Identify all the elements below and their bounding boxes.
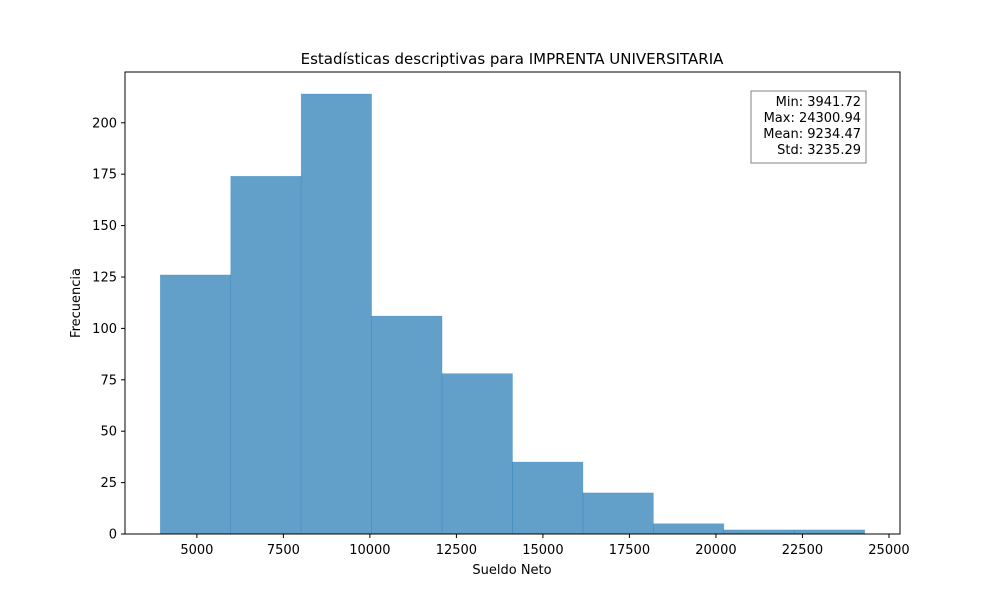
- y-tick-label: 0: [109, 528, 117, 543]
- x-axis-ticks: 5000 7500 10000 12500 15000 17500 20000 22500 25…: [180, 534, 910, 558]
- y-tick-label: 75: [100, 373, 117, 388]
- x-tick-label: 20000: [695, 543, 736, 558]
- x-tick-label: 25000: [868, 543, 909, 558]
- x-tick-label: 10000: [349, 543, 390, 558]
- x-tick-label: 22500: [782, 543, 823, 558]
- x-tick-label: 7500: [267, 543, 300, 558]
- histogram-bar: [723, 529, 795, 535]
- y-axis-ticks: 0 25 50 75 100 125 150 175 200: [92, 116, 125, 543]
- stats-line: Min: 3941.72: [776, 95, 861, 110]
- stats-line: Std: 3235.29: [777, 143, 861, 158]
- stats-line: Mean: 9234.47: [763, 127, 861, 142]
- x-tick-label: 17500: [609, 543, 650, 558]
- histogram-bar: [441, 373, 513, 535]
- histogram-bar: [371, 315, 443, 535]
- plot-frame: [124, 71, 901, 535]
- histogram-bar: [230, 175, 302, 535]
- histogram-bar: [300, 93, 372, 535]
- histogram-bar: [512, 461, 584, 535]
- y-tick-label: 25: [100, 476, 117, 491]
- stats-line: Max: 24300.94: [764, 111, 861, 126]
- y-tick-label: 50: [100, 425, 117, 440]
- histogram-bar: [653, 523, 725, 535]
- stats-box-frame: [750, 90, 867, 164]
- histogram-bar: [159, 274, 232, 535]
- y-tick-label: 175: [92, 168, 117, 183]
- histogram-bar: [794, 529, 866, 535]
- chart-title: Estadísticas descriptivas para IMPRENTA …: [301, 50, 725, 68]
- histogram-bar: [582, 492, 654, 535]
- x-tick-label: 5000: [180, 543, 213, 558]
- y-tick-label: 150: [92, 219, 117, 234]
- bars-group: [159, 93, 866, 535]
- x-tick-label: 15000: [522, 543, 563, 558]
- y-tick-label: 200: [92, 116, 117, 131]
- x-axis-title: Sueldo Neto: [472, 563, 551, 578]
- y-tick-label: 125: [92, 270, 117, 285]
- y-axis-title: Frecuencia: [69, 268, 84, 338]
- y-tick-label: 100: [92, 322, 117, 337]
- x-tick-label: 12500: [436, 543, 477, 558]
